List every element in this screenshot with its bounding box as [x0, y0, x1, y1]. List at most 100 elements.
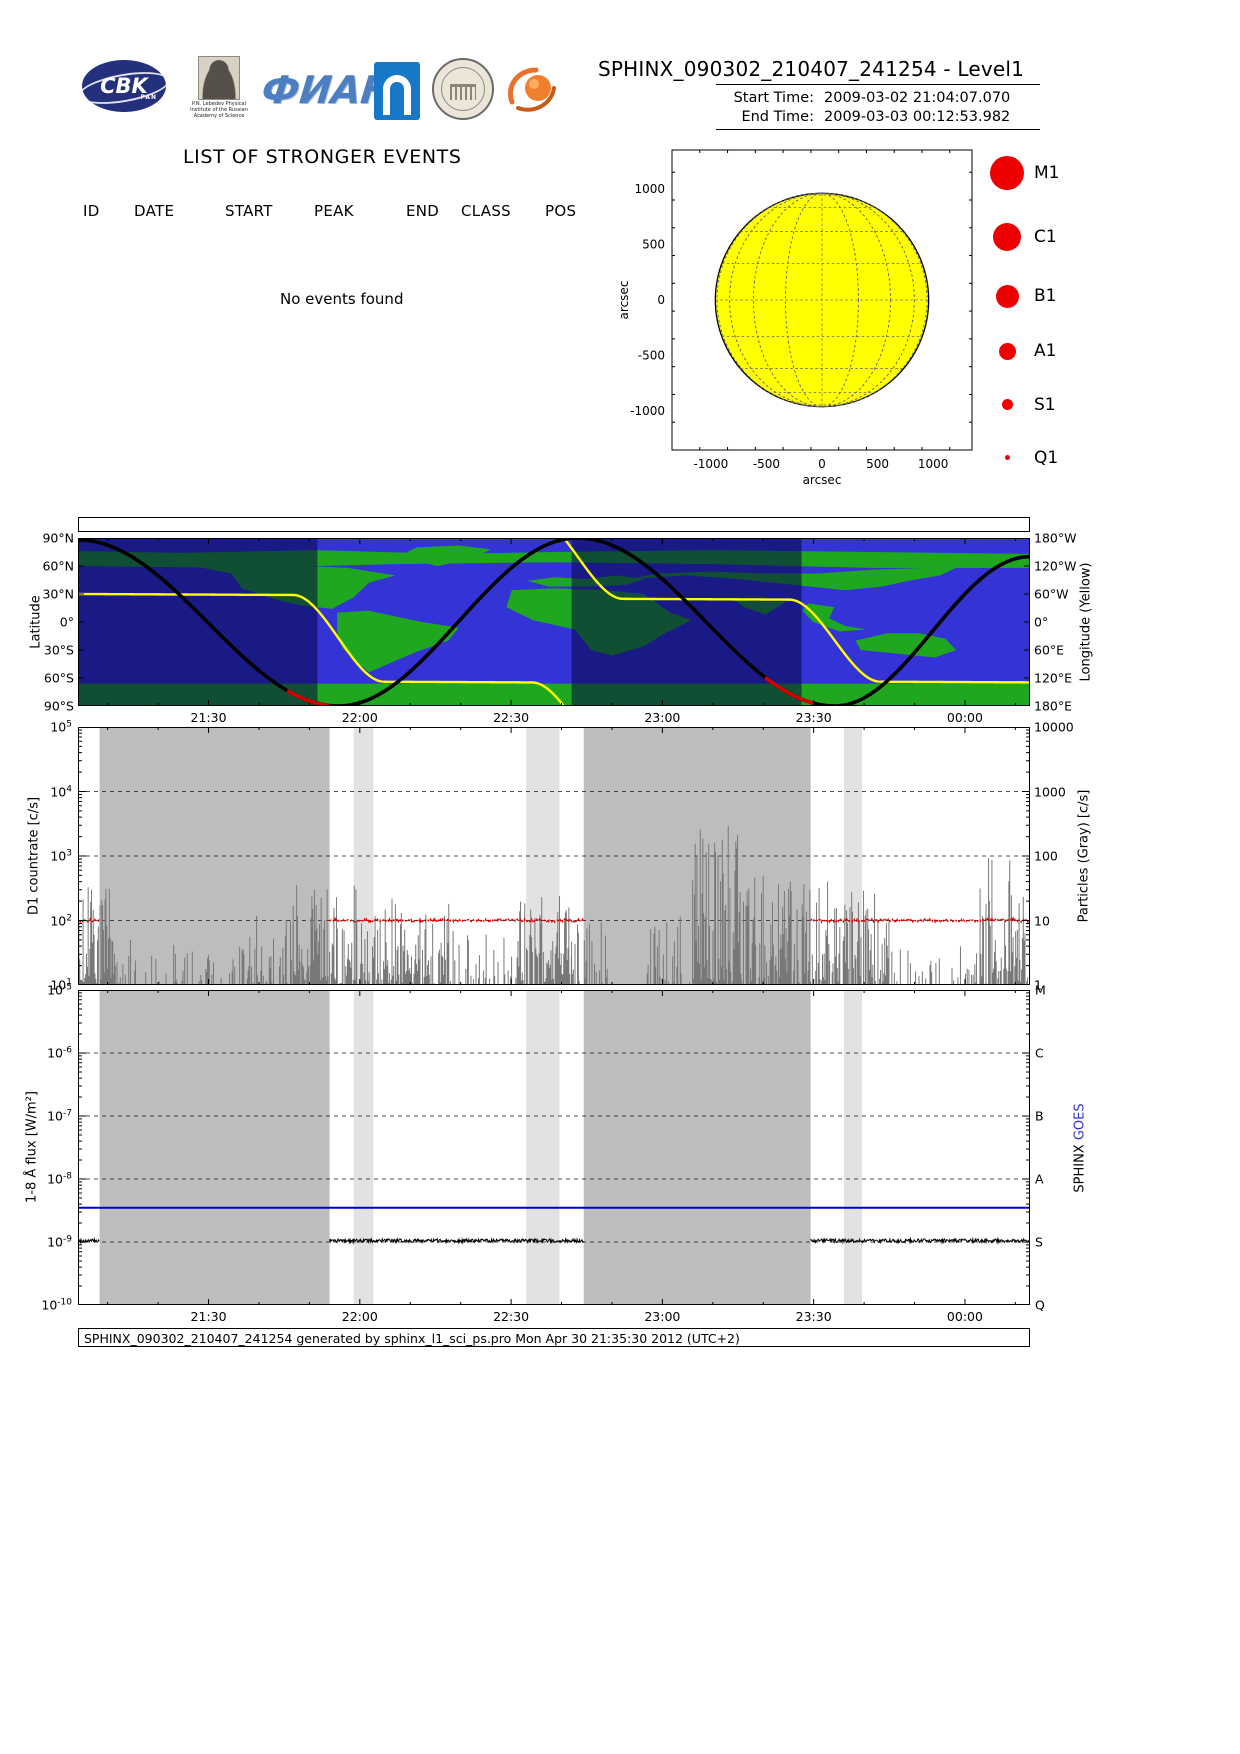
map-lat-tick-label: 30°N [42, 586, 74, 602]
svg-text:0: 0 [657, 293, 665, 307]
events-column-header: END [406, 202, 440, 220]
flare-class-dot-icon [988, 223, 1026, 252]
events-column-header: ID [83, 202, 100, 220]
flux-time-tick-label: 23:30 [795, 1309, 832, 1324]
solar-disk-plot: -1000 -1000 -500 -500 0 0 500 500 1000 1000 arcsec… [617, 149, 973, 487]
goes-class-tick-label: A [1035, 1171, 1044, 1187]
flare-class-label: C1 [1034, 227, 1057, 248]
lebedev-portrait-icon [198, 56, 240, 100]
events-column-header: CLASS [461, 202, 511, 220]
xray-flux-chart [78, 990, 1030, 1305]
cbk-pan-logo: CBK PAN [82, 60, 166, 112]
countrate-y-tick-label: 102 [50, 912, 72, 929]
end-time-value: 2009-03-03 00:12:53.982 [824, 109, 1011, 125]
countrate-y-tick-label: 105 [50, 719, 72, 735]
flare-legend-item: B1 [988, 284, 1059, 308]
flare-legend-item: S1 [988, 395, 1059, 415]
countrate-y-axis-title: D1 countrate [c/s] [26, 796, 42, 916]
flux-time-tick-label: 22:00 [341, 1309, 378, 1324]
flux-time-tick-label: 23:00 [644, 1309, 681, 1324]
flare-class-dot-icon [988, 156, 1026, 190]
start-time-row: Start Time: 2009-03-02 21:04:07.070 [716, 90, 1040, 106]
particles-y-axis-title: Particles (Gray) [c/s] [1076, 789, 1092, 923]
goes-class-tick-label: C [1035, 1045, 1044, 1061]
map-lon-tick-label: 60°W [1034, 586, 1069, 602]
goes-class-tick-label: B [1035, 1108, 1044, 1124]
footer-info: SPHINX_090302_210407_241254 generated by… [78, 1328, 1030, 1347]
flux-time-tick-label: 21:30 [190, 1309, 227, 1324]
flare-legend-item: Q1 [988, 448, 1059, 468]
map-lat-tick-label: 30°S [43, 642, 74, 658]
flux-y-tick-label: 10-8 [47, 1171, 72, 1187]
goes-class-tick-label: M [1035, 982, 1046, 998]
event-timeline-strip [78, 517, 1030, 532]
end-time-row: End Time: 2009-03-03 00:12:53.982 [716, 109, 1040, 125]
events-header-row: ID DATE START PEAK END CLASS POS [83, 202, 595, 220]
cbk-logo-text: CBK [100, 74, 148, 98]
goes-label: GOES [1072, 1103, 1088, 1141]
flare-legend-item: M1 [988, 156, 1059, 190]
map-lat-tick-label: 60°N [42, 558, 74, 574]
flare-class-label: A1 [1034, 341, 1057, 362]
ground-track-map [78, 538, 1030, 706]
flux-time-tick-label: 22:30 [493, 1309, 530, 1324]
svg-text:-500: -500 [638, 349, 665, 363]
page-title: SPHINX_090302_210407_241254 - Level1 [598, 57, 1025, 81]
flare-class-dot-icon [988, 399, 1026, 411]
events-empty-message: No events found [280, 290, 404, 308]
svg-text:-500: -500 [753, 457, 780, 471]
flare-class-dot-icon [990, 156, 1024, 190]
goes-class-tick-label: Q [1035, 1297, 1045, 1313]
arch-logo [374, 62, 420, 120]
flare-class-label: S1 [1034, 394, 1056, 415]
svg-text:0: 0 [818, 457, 826, 471]
start-time-value: 2009-03-02 21:04:07.070 [824, 90, 1011, 106]
events-column-header: DATE [134, 202, 175, 220]
svg-text:-1000: -1000 [630, 404, 665, 418]
svg-text:500: 500 [642, 237, 665, 251]
goes-class-tick-label: S [1035, 1234, 1043, 1250]
flux-y-tick-label: 10-5 [47, 982, 72, 998]
university-seal-logo [432, 58, 494, 120]
arch-icon [383, 75, 411, 115]
lebedev-caption: P.N. Lebedev Physical Institute of the R… [190, 101, 248, 119]
events-column-header: START [225, 202, 273, 220]
particles-y-tick-label: 100 [1034, 848, 1058, 864]
map-time-tick-label: 22:00 [341, 710, 378, 725]
flare-class-dot-icon [998, 342, 1016, 360]
flare-class-dot-icon [993, 223, 1021, 252]
flare-class-dot-icon [988, 342, 1026, 360]
svg-text:500: 500 [866, 457, 889, 471]
map-lon-tick-label: 180°E [1034, 698, 1073, 714]
flare-class-label: Q1 [1034, 447, 1059, 468]
flare-class-dot-icon [1001, 399, 1013, 411]
d1-countrate-chart [78, 727, 1030, 985]
seal-building-icon [450, 84, 476, 100]
map-lat-tick-label: 90°N [42, 530, 74, 546]
map-time-tick-label: 22:30 [493, 710, 530, 725]
events-column-header: POS [545, 202, 577, 220]
end-time-label: End Time: [741, 109, 814, 125]
flare-class-label: B1 [1034, 286, 1057, 307]
flare-class-label: M1 [1034, 163, 1060, 183]
svg-text:arcsec: arcsec [617, 281, 631, 320]
flare-class-dot-icon [988, 284, 1026, 308]
cbk-pan-subtext: PAN [140, 94, 157, 101]
start-time-label: Start Time: [733, 90, 814, 106]
particles-y-tick-label: 1000 [1034, 784, 1066, 799]
svg-text:arcsec: arcsec [803, 473, 842, 487]
map-lon-tick-label: 180°W [1034, 530, 1077, 546]
flux-right-axis-title: SPHINX GOES [1073, 1103, 1088, 1192]
flare-legend-item: A1 [988, 341, 1059, 361]
map-lon-tick-label: 60°E [1034, 642, 1065, 658]
sphinx-label: SPHINX [1072, 1144, 1088, 1193]
map-lon-tick-label: 120°E [1034, 670, 1073, 686]
flare-class-dot-icon [988, 455, 1026, 461]
map-lon-tick-label: 120°W [1034, 558, 1077, 574]
header-divider-top [716, 84, 1040, 85]
flux-y-tick-label: 10-6 [47, 1045, 72, 1061]
map-lat-tick-label: 90°S [43, 698, 74, 714]
map-lat-tick-label: 0° [59, 614, 74, 630]
flux-y-tick-label: 10-9 [47, 1234, 72, 1250]
flux-y-axis-title: 1-8 Å flux [W/m²] [24, 1091, 40, 1203]
